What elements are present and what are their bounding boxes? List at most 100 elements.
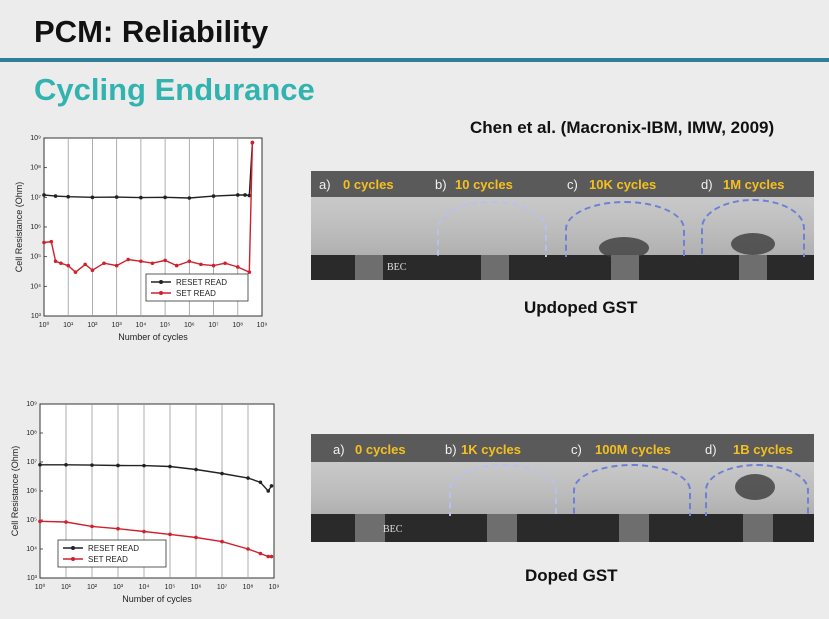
data-point [187, 259, 192, 264]
data-point [250, 140, 255, 145]
data-point [90, 268, 95, 272]
panel-letter: d) [705, 442, 717, 457]
data-point [90, 463, 94, 467]
void-region [735, 474, 775, 500]
tem-panel: c) 10K cycles [559, 171, 695, 280]
panel-cycles: 10 cycles [455, 177, 513, 192]
panel-letter: c) [567, 177, 578, 192]
panel-cycles: 1K cycles [461, 442, 521, 457]
y-tick-label: 10⁶ [30, 224, 41, 231]
bec-label: BEC [387, 262, 407, 273]
y-tick-label: 10⁴ [26, 546, 37, 553]
y-tick-label: 10⁶ [26, 488, 37, 495]
data-point [116, 463, 120, 468]
tem-panel: d) 1M cycles [693, 171, 814, 280]
chart-undoped: 10⁰ 10¹ 10² 10³ 10⁴ 10⁵ 10⁶ 10⁷ 10⁸ 10⁹ 10³ 10⁴ 10⁵ 1… [0, 126, 296, 348]
tem-panel: c) 100M cycles [563, 434, 701, 542]
chart-doped-svg: 10⁰ 10¹ 10² 10³ 10⁴ 10⁵ 10⁶ 10⁷ 10⁸ 10⁹ 10³ 10⁴ 10⁵ 1… [10, 401, 280, 604]
data-point [246, 476, 250, 480]
x-tick-label: 10² [87, 584, 98, 591]
data-point [116, 526, 120, 531]
y-tick-label: 10⁹ [26, 401, 37, 408]
x-tick-label: 10¹ [61, 584, 72, 591]
title-rule [0, 58, 829, 62]
data-point [59, 261, 63, 266]
legend-marker [71, 557, 75, 561]
x-tick-label: 10⁰ [35, 583, 46, 591]
data-point [223, 261, 227, 266]
x-axis-label: Number of cycles [122, 594, 192, 604]
bottom-electrode [355, 255, 383, 280]
legend-label: RESET READ [88, 544, 139, 553]
data-point [64, 520, 68, 524]
caption-doped: Doped GST [525, 566, 618, 585]
data-point [114, 195, 119, 199]
data-point [64, 463, 68, 467]
x-tick-label: 10⁰ [39, 321, 50, 329]
panel-cycles: 0 cycles [343, 177, 394, 192]
data-point [220, 471, 224, 476]
panel-letter: c) [571, 442, 582, 457]
data-point [266, 489, 271, 493]
data-point [243, 193, 247, 197]
amorphous-dome [705, 464, 809, 516]
x-tick-label: 10³ [112, 322, 123, 329]
tem-panel: b) 10 cycles [429, 171, 561, 280]
data-point [163, 258, 167, 263]
x-tick-label: 10⁶ [184, 322, 195, 329]
x-tick-label: 10² [87, 322, 98, 329]
data-point [139, 195, 143, 200]
legend-label: SET READ [176, 289, 216, 298]
data-point [194, 535, 198, 540]
bottom-electrode [611, 255, 639, 280]
data-point [235, 193, 240, 197]
y-tick-label: 10⁷ [31, 194, 42, 201]
legend [57, 539, 167, 568]
x-tick-label: 10⁷ [217, 584, 228, 591]
chart-doped: 10⁰ 10¹ 10² 10³ 10⁴ 10⁵ 10⁶ 10⁷ 10⁸ 10⁹ 10³ 10⁴ 10⁵ 1… [0, 390, 296, 616]
data-point [38, 463, 42, 467]
data-point [114, 263, 119, 268]
panel-letter: b) [435, 177, 447, 192]
data-point [42, 240, 46, 245]
panel-letter: a) [319, 177, 331, 192]
amorphous-dome [701, 199, 805, 257]
tem-panel: a) 0 cycles BEC [311, 434, 441, 542]
legend-label: RESET READ [176, 278, 227, 287]
panel-cycles: 0 cycles [355, 442, 406, 457]
x-tick-label: 10⁴ [135, 322, 146, 329]
bottom-electrode [487, 514, 517, 542]
panel-cycles: 1M cycles [723, 177, 785, 192]
citation: Chen et al. (Macronix-IBM, IMW, 2009) [470, 118, 775, 137]
tem-panel: a) 0 cycles BEC [311, 171, 431, 280]
data-point [139, 259, 143, 264]
data-point [247, 193, 252, 198]
y-tick-label: 10⁷ [27, 459, 38, 466]
slide-subtitle: Cycling Endurance [34, 72, 315, 107]
tem-panel: b) 1K cycles [439, 434, 565, 542]
x-tick-label: 10⁵ [160, 322, 171, 329]
legend [145, 273, 249, 302]
series-line [43, 142, 254, 274]
amorphous-dome [573, 464, 691, 516]
data-point [174, 263, 179, 268]
data-point [102, 261, 106, 266]
data-point [53, 194, 58, 198]
y-tick-label: 10⁴ [30, 283, 41, 290]
bec-label: BEC [383, 524, 403, 535]
data-point [258, 480, 263, 485]
y-tick-label: 10⁵ [30, 254, 41, 261]
data-point [49, 239, 54, 244]
data-point [246, 547, 250, 551]
x-tick-label: 10⁹ [269, 584, 280, 591]
tem-strip-undoped: a) 0 cycles BEC b) 10 cycles c) 10K cycl… [311, 171, 814, 280]
x-tick-label: 10⁸ [232, 322, 243, 329]
data-point [83, 262, 87, 267]
bottom-electrode [355, 514, 385, 542]
data-point [168, 464, 172, 469]
data-point [163, 195, 167, 200]
y-tick-label: 10³ [31, 313, 42, 320]
data-point [73, 270, 78, 274]
panel-letter: d) [701, 177, 713, 192]
y-axis-label: Cell Resistance (Ohm) [10, 446, 20, 537]
